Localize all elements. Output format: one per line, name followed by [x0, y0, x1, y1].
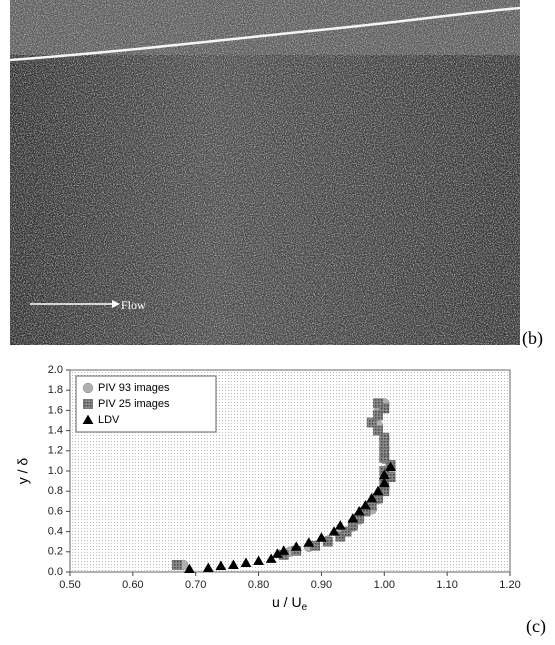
- x-tick-label: 0.50: [59, 579, 80, 591]
- y-axis-label: y / δ: [15, 458, 31, 485]
- y-tick-label: 1.8: [48, 384, 63, 396]
- point: [202, 562, 214, 573]
- y-tick-label: 0.6: [48, 505, 63, 517]
- legend-marker: [82, 382, 94, 394]
- point: [335, 531, 346, 542]
- point: [353, 506, 365, 516]
- panel-label: (c): [526, 616, 546, 637]
- y-tick-label: 0.4: [48, 526, 63, 538]
- legend-label: PIV 93 images: [98, 382, 170, 394]
- point: [360, 499, 371, 510]
- point: [334, 520, 346, 530]
- point: [253, 555, 264, 565]
- point: [347, 513, 359, 523]
- point: [240, 557, 252, 567]
- y-tick-label: 1.2: [48, 445, 63, 457]
- legend-marker: [83, 399, 93, 409]
- point: [379, 403, 390, 414]
- y-tick-label: 0.0: [48, 566, 63, 578]
- point: [366, 417, 377, 428]
- point: [373, 410, 383, 421]
- point: [366, 492, 378, 503]
- x-tick-label: 1.10: [436, 579, 457, 591]
- point: [373, 398, 383, 409]
- x-axis-label: u / Ue: [272, 594, 308, 613]
- point: [278, 545, 290, 555]
- x-axis-label-sub: e: [302, 602, 308, 613]
- point: [373, 425, 383, 436]
- legend-label: PIV 25 images: [98, 398, 170, 410]
- panel-label: (b): [522, 328, 543, 349]
- point: [378, 469, 390, 480]
- point: [171, 560, 182, 570]
- point: [265, 553, 277, 563]
- x-tick-label: 0.60: [122, 579, 143, 591]
- legend-label: LDV: [98, 414, 120, 426]
- y-tick-label: 1.6: [48, 404, 63, 416]
- point: [272, 548, 283, 558]
- x-axis-label-main: u / U: [272, 594, 302, 610]
- point: [341, 526, 352, 537]
- point: [378, 477, 390, 488]
- point: [385, 461, 396, 472]
- point: [328, 526, 340, 536]
- point: [316, 532, 327, 542]
- y-tick-label: 0.8: [48, 485, 63, 497]
- legend-marker: [82, 414, 94, 425]
- x-tick-label: 1.20: [499, 579, 520, 591]
- y-tick-label: 1.0: [48, 465, 63, 477]
- x-tick-label: 0.80: [248, 579, 269, 591]
- x-tick-label: 0.90: [311, 579, 332, 591]
- point: [184, 563, 195, 574]
- point: [379, 432, 390, 443]
- piv-image: [9, 0, 521, 345]
- y-tick-label: 2.0: [48, 364, 63, 376]
- point: [372, 485, 384, 496]
- x-tick-label: 0.70: [185, 579, 206, 591]
- legend-box: [75, 375, 217, 433]
- point: [290, 541, 302, 551]
- y-tick-label: 1.4: [48, 425, 63, 437]
- point: [228, 559, 239, 569]
- x-tick-label: 1.00: [374, 579, 395, 591]
- point: [303, 537, 315, 547]
- y-tick-label: 0.2: [48, 546, 63, 558]
- flow-label: Flow: [121, 298, 146, 312]
- point: [215, 560, 227, 570]
